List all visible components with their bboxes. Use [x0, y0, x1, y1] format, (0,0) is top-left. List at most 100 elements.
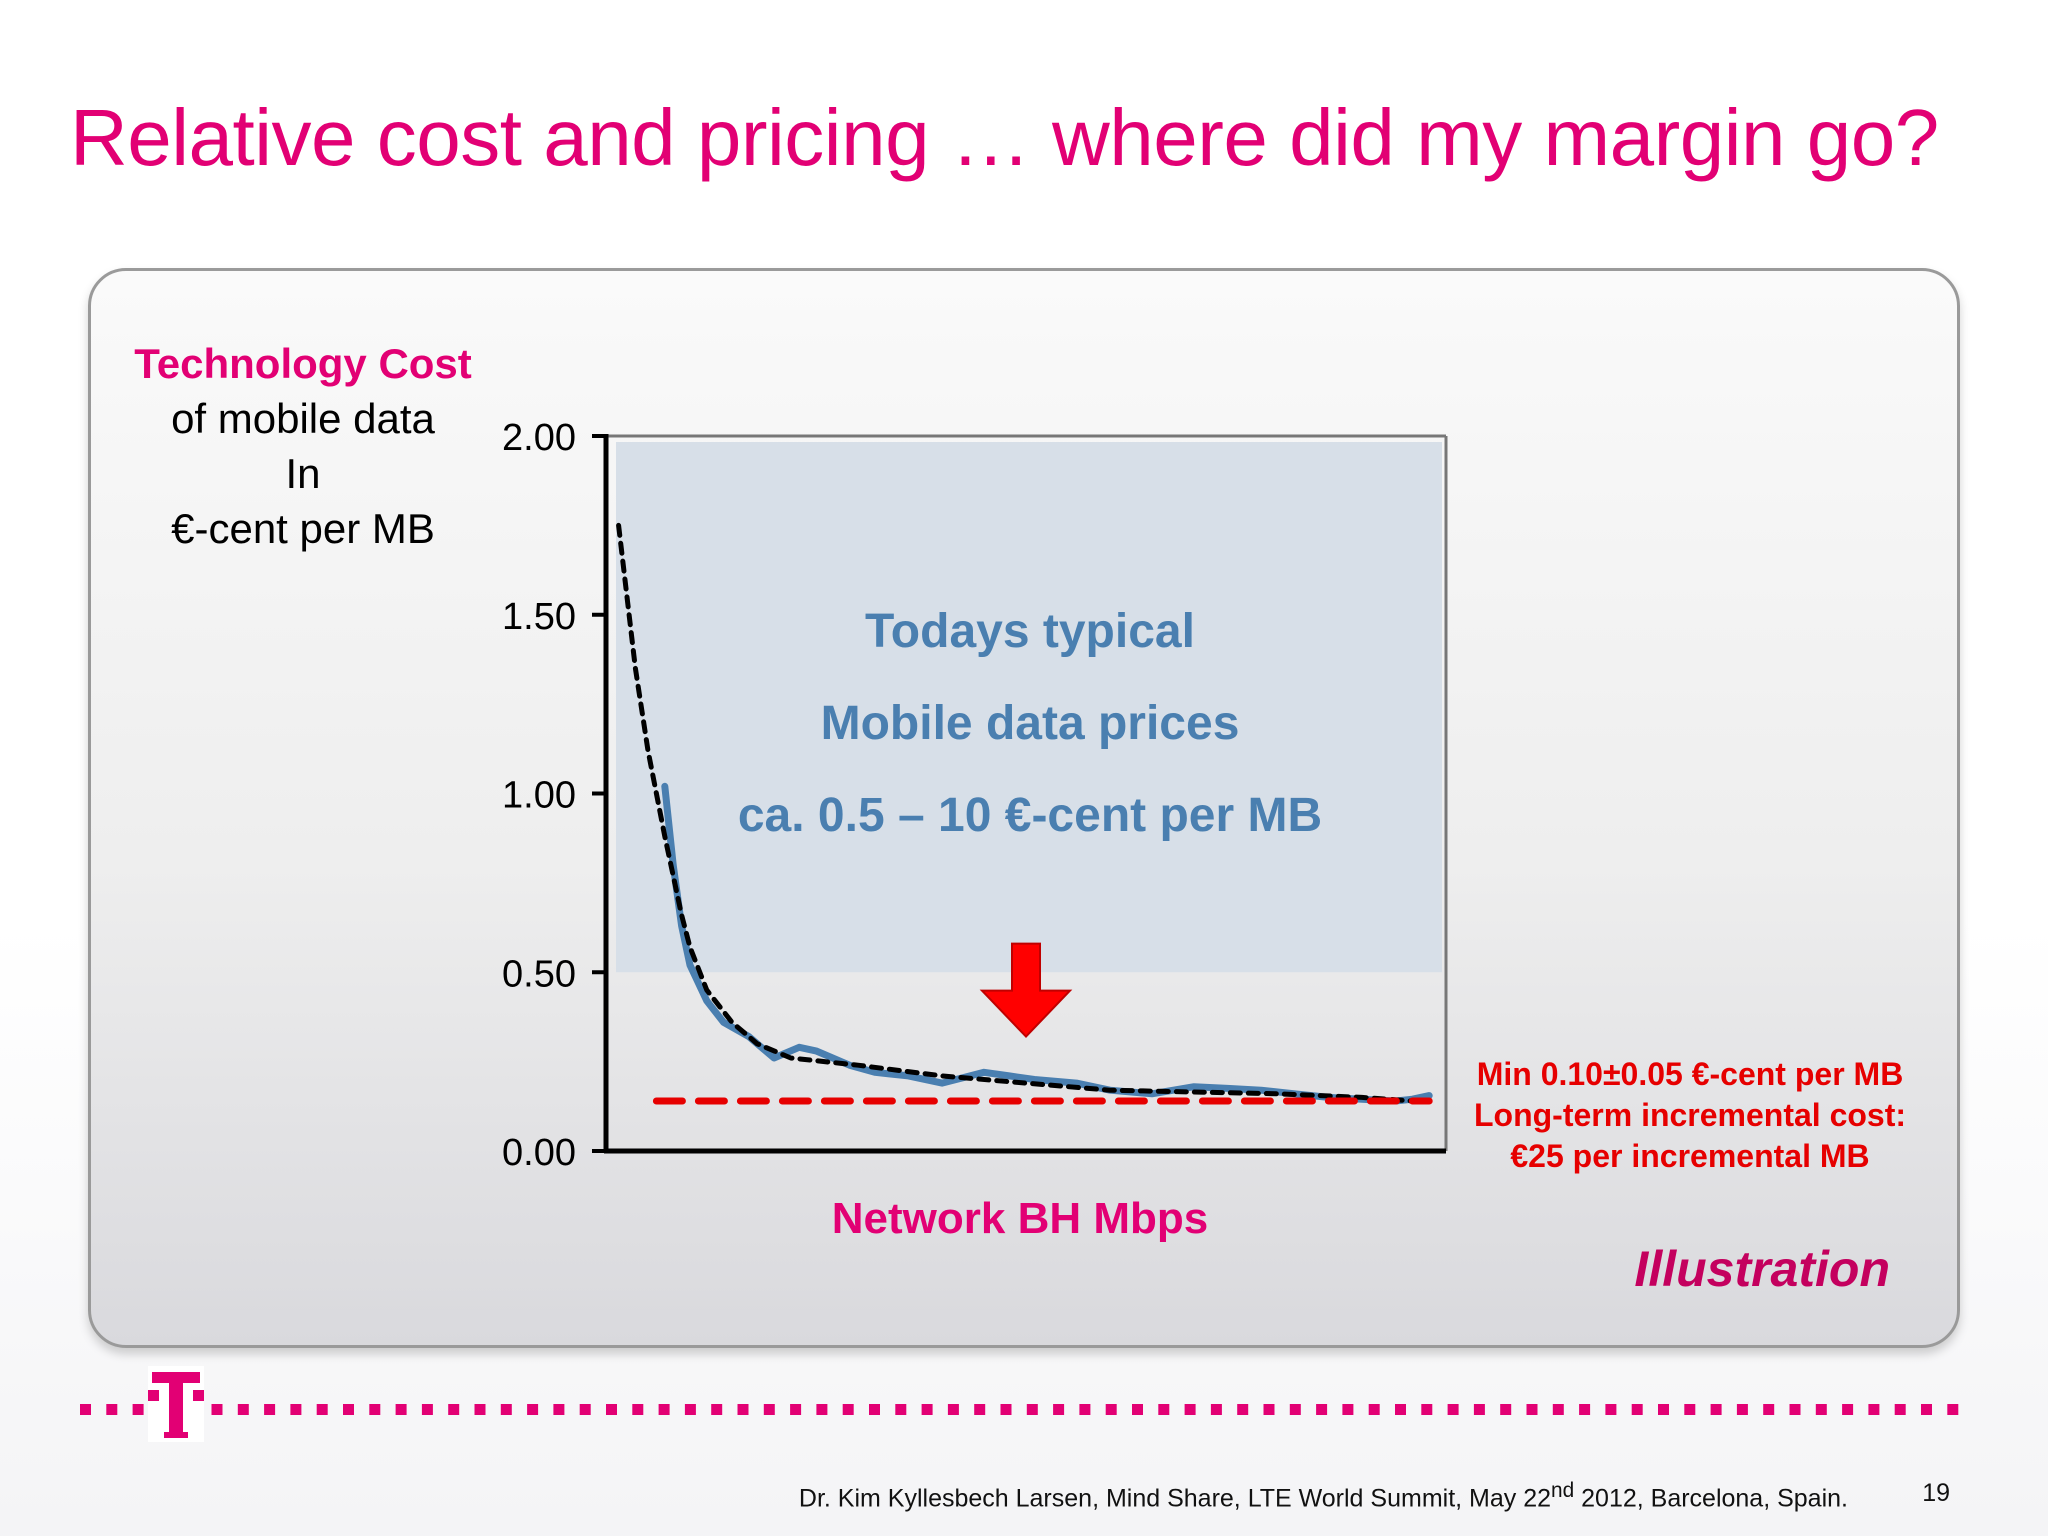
footer-dot — [1079, 1404, 1091, 1415]
down-arrow-icon — [979, 942, 1073, 1039]
annotation-line: Min 0.10±0.05 €-cent per MB — [1476, 1056, 1904, 1092]
illustration-label: Illustration — [1634, 1241, 1890, 1297]
footer-dot — [1026, 1404, 1038, 1415]
footer-dot — [1710, 1404, 1722, 1415]
y-axis-label: Technology Cost of mobile data In €-cent… — [108, 336, 498, 556]
footer-dot — [1658, 1404, 1669, 1415]
annotation-line: €25 per incremental MB — [1510, 1138, 1870, 1174]
footer-dot — [80, 1404, 91, 1415]
footer-dot — [553, 1404, 565, 1415]
footer-dot — [790, 1404, 802, 1415]
footer-dot — [1473, 1404, 1485, 1415]
price-band-line: Todays typical — [865, 605, 1195, 658]
footer-dot — [763, 1404, 775, 1415]
footer-dot — [606, 1404, 617, 1415]
footer-dot — [1815, 1404, 1827, 1415]
footer-dot-line — [80, 1404, 1959, 1415]
footer-dot — [264, 1404, 276, 1415]
footer-dot — [1210, 1404, 1222, 1415]
annotation-line: Long-term incremental cost: — [1473, 1097, 1907, 1133]
footer-dot — [1763, 1404, 1775, 1415]
footer-dot — [1132, 1404, 1143, 1415]
footer-dot — [1395, 1404, 1406, 1415]
footer-dot — [711, 1404, 723, 1415]
footer-dot — [921, 1404, 933, 1415]
footer-dot — [211, 1404, 223, 1415]
footer-dot — [947, 1404, 959, 1415]
telekom-t-logo-icon — [148, 1366, 204, 1442]
footer-dot — [237, 1404, 249, 1415]
footer-dot — [395, 1404, 407, 1415]
footer-dot — [132, 1404, 144, 1415]
footer-dot — [1921, 1404, 1932, 1415]
footer-dot — [474, 1404, 486, 1415]
footer-citation: Dr. Kim Kyllesbech Larsen, Mind Share, L… — [700, 1479, 1848, 1513]
footer-dot — [1526, 1404, 1538, 1415]
footer-dot — [1053, 1404, 1065, 1415]
x-axis-label: Network BH Mbps — [831, 1194, 1209, 1243]
footer-dot — [1552, 1404, 1564, 1415]
min-cost-annotation: Min 0.10±0.05 €-cent per MB Long-term in… — [1440, 1054, 1940, 1177]
footer-dot — [1605, 1404, 1617, 1415]
y-tick-label: 0.00 — [502, 1132, 576, 1174]
footer-dot — [1684, 1404, 1696, 1415]
y-tick-label: 1.50 — [502, 596, 576, 638]
footer-dot — [895, 1404, 907, 1415]
y-axis-label-line: In — [285, 450, 321, 497]
y-axis-label-line: Technology Cost — [134, 340, 472, 387]
slide-title: Relative cost and pricing … where did my… — [70, 93, 1939, 182]
y-axis-label-line: €-cent per MB — [171, 505, 435, 552]
page-number: 19 — [1922, 1479, 1950, 1507]
footer-dot — [1342, 1404, 1354, 1415]
footer-dot — [1263, 1404, 1275, 1415]
citation-suffix: 2012, Barcelona, Spain. — [1574, 1484, 1848, 1513]
footer-dot — [1631, 1404, 1643, 1415]
footer-dot — [1500, 1404, 1512, 1415]
citation-prefix: Dr. Kim Kyllesbech Larsen, Mind Share, L… — [798, 1484, 1552, 1513]
footer-dot — [1579, 1404, 1591, 1415]
footer-dot — [448, 1404, 460, 1415]
price-band — [616, 442, 1442, 973]
footer-dot — [1289, 1404, 1301, 1415]
footer-dot — [658, 1404, 670, 1415]
footer-dot — [842, 1404, 854, 1415]
footer-dot — [527, 1404, 539, 1415]
footer-dot — [1842, 1404, 1854, 1415]
footer-dot — [1368, 1404, 1380, 1415]
footer-dot — [1158, 1404, 1170, 1415]
y-axis-label-line: of mobile data — [171, 395, 435, 442]
y-ticks: 0.00 0.50 1.00 1.50 2.00 — [502, 417, 606, 1174]
price-band-line: Mobile data prices — [820, 697, 1240, 750]
footer-dot — [1316, 1404, 1328, 1415]
price-band-label: Todays typical Mobile data prices ca. 0.… — [620, 586, 1440, 862]
footer-dot — [632, 1404, 644, 1415]
footer-dot — [316, 1404, 328, 1415]
footer-dot — [1447, 1404, 1459, 1415]
footer-dot — [1894, 1404, 1906, 1415]
y-tick-label: 2.00 — [502, 417, 576, 459]
footer-dot — [1000, 1404, 1012, 1415]
footer-dot — [369, 1404, 381, 1415]
footer-dot — [1237, 1404, 1249, 1415]
footer-dot — [684, 1404, 696, 1415]
citation-superscript: nd — [1551, 1479, 1575, 1502]
price-band-line: ca. 0.5 – 10 €-cent per MB — [737, 789, 1323, 842]
series-line-black-dashed — [616, 522, 1415, 1104]
footer-dot — [1947, 1404, 1959, 1415]
footer-dot — [974, 1404, 986, 1415]
footer-dot — [1421, 1404, 1433, 1415]
footer-dot — [106, 1404, 118, 1415]
y-tick-label: 1.00 — [502, 775, 576, 817]
footer-dot — [343, 1404, 354, 1415]
footer-dot — [816, 1404, 828, 1415]
footer-dot — [1736, 1404, 1748, 1415]
footer-dot — [1868, 1404, 1880, 1415]
footer-dot — [421, 1404, 433, 1415]
footer-dot — [1184, 1404, 1196, 1415]
footer-dot — [869, 1404, 880, 1415]
footer-dot — [290, 1404, 302, 1415]
footer-dot — [1789, 1404, 1801, 1415]
footer-dot — [1105, 1404, 1117, 1415]
footer-dot — [500, 1404, 512, 1415]
